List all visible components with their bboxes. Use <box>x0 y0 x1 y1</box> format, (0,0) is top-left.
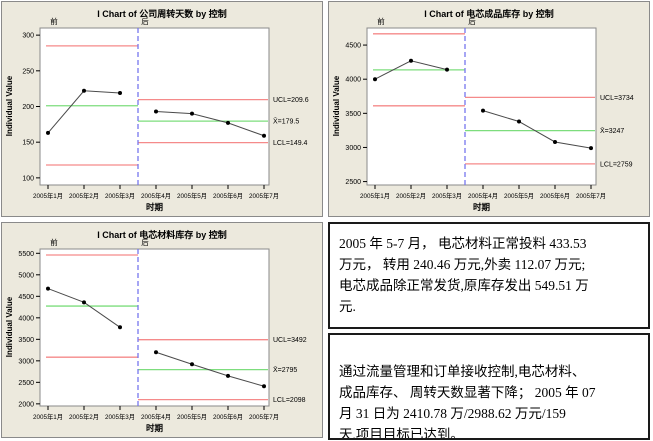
ichart-panel-turnover-days: I Chart of 公司周转天数 by 控制 Individual Value 1… <box>1 1 323 217</box>
svg-text:100: 100 <box>22 175 34 182</box>
svg-text:2005年1月: 2005年1月 <box>360 191 390 200</box>
svg-text:2005年6月: 2005年6月 <box>540 191 570 200</box>
svg-text:2005年4月: 2005年4月 <box>141 412 171 421</box>
ichart-finished-goods-stock: I Chart of 电芯成品库存 by 控制 Individual Value 2… <box>332 8 634 212</box>
svg-text:I Chart of 公司周转天数 by 控制: I Chart of 公司周转天数 by 控制 <box>97 8 227 19</box>
svg-text:I Chart of 电芯材料库存 by 控制: I Chart of 电芯材料库存 by 控制 <box>97 229 227 240</box>
svg-text:2005年2月: 2005年2月 <box>396 191 426 200</box>
svg-text:2005年7月: 2005年7月 <box>249 412 279 421</box>
svg-text:200: 200 <box>22 104 34 111</box>
svg-text:3000: 3000 <box>345 145 361 152</box>
svg-text:2005年6月: 2005年6月 <box>213 412 243 421</box>
svg-text:4000: 4000 <box>345 77 361 84</box>
svg-text:250: 250 <box>22 68 34 75</box>
svg-text:2005年3月: 2005年3月 <box>105 191 135 200</box>
svg-text:5500: 5500 <box>18 251 34 258</box>
svg-text:300: 300 <box>22 33 34 40</box>
svg-text:X̄=179.5: X̄=179.5 <box>273 118 299 126</box>
svg-text:2005年1月: 2005年1月 <box>33 412 63 421</box>
svg-text:Individual Value: Individual Value <box>5 75 14 136</box>
svg-text:UCL=209.6: UCL=209.6 <box>273 97 309 104</box>
note-box-project-conclusion: 通过流量管理和订单接收控制,电芯材料、 成品库存、 周转天数显著下降； 2005… <box>328 333 650 440</box>
svg-text:2005年4月: 2005年4月 <box>141 191 171 200</box>
svg-text:2005年5月: 2005年5月 <box>177 412 207 421</box>
svg-text:X̄=2795: X̄=2795 <box>273 366 297 374</box>
svg-text:2005年7月: 2005年7月 <box>576 191 606 200</box>
svg-text:Individual Value: Individual Value <box>332 75 341 136</box>
note-box-material-flow-summary: 2005 年 5-7 月， 电芯材料正常投料 433.53 万元， 转用 240… <box>328 222 650 329</box>
svg-text:LCL=2759: LCL=2759 <box>600 161 633 168</box>
svg-text:I Chart of 电芯成品库存 by 控制: I Chart of 电芯成品库存 by 控制 <box>424 8 554 19</box>
svg-text:Individual Value: Individual Value <box>5 296 14 357</box>
ichart-panel-finished-goods-stock: I Chart of 电芯成品库存 by 控制 Individual Value 2… <box>328 1 650 217</box>
svg-text:2500: 2500 <box>18 380 34 387</box>
svg-text:2005年5月: 2005年5月 <box>177 191 207 200</box>
svg-text:2005年1月: 2005年1月 <box>33 191 63 200</box>
svg-text:前: 前 <box>50 16 58 26</box>
svg-text:时期: 时期 <box>146 423 164 433</box>
ichart-material-stock: I Chart of 电芯材料库存 by 控制 Individual Value 2… <box>5 229 307 433</box>
svg-text:2005年3月: 2005年3月 <box>432 191 462 200</box>
svg-text:前: 前 <box>377 16 385 26</box>
svg-text:后: 后 <box>141 16 149 26</box>
svg-text:LCL=2098: LCL=2098 <box>273 397 306 404</box>
svg-text:2000: 2000 <box>18 401 34 408</box>
svg-text:5000: 5000 <box>18 272 34 279</box>
svg-text:150: 150 <box>22 140 34 147</box>
svg-text:X̄=3247: X̄=3247 <box>600 127 624 135</box>
svg-text:4000: 4000 <box>18 315 34 322</box>
svg-text:2005年7月: 2005年7月 <box>249 191 279 200</box>
svg-text:4500: 4500 <box>18 294 34 301</box>
svg-text:时期: 时期 <box>473 202 491 212</box>
ichart-panel-material-stock: I Chart of 电芯材料库存 by 控制 Individual Value 2… <box>1 222 323 438</box>
svg-text:3000: 3000 <box>18 358 34 365</box>
svg-text:UCL=3734: UCL=3734 <box>600 95 634 102</box>
svg-text:时期: 时期 <box>146 202 164 212</box>
ichart-turnover-days: I Chart of 公司周转天数 by 控制 Individual Value 1… <box>5 8 309 212</box>
svg-text:LCL=149.4: LCL=149.4 <box>273 140 308 147</box>
svg-text:3500: 3500 <box>18 337 34 344</box>
svg-text:后: 后 <box>141 237 149 247</box>
svg-text:2005年6月: 2005年6月 <box>213 191 243 200</box>
svg-text:2005年5月: 2005年5月 <box>504 191 534 200</box>
svg-text:2005年3月: 2005年3月 <box>105 412 135 421</box>
svg-text:前: 前 <box>50 237 58 247</box>
svg-text:2005年2月: 2005年2月 <box>69 191 99 200</box>
svg-text:后: 后 <box>468 16 476 26</box>
svg-text:3500: 3500 <box>345 111 361 118</box>
svg-text:2005年2月: 2005年2月 <box>69 412 99 421</box>
svg-text:2500: 2500 <box>345 179 361 186</box>
svg-text:4500: 4500 <box>345 43 361 50</box>
svg-text:UCL=3492: UCL=3492 <box>273 337 307 344</box>
svg-text:2005年4月: 2005年4月 <box>468 191 498 200</box>
